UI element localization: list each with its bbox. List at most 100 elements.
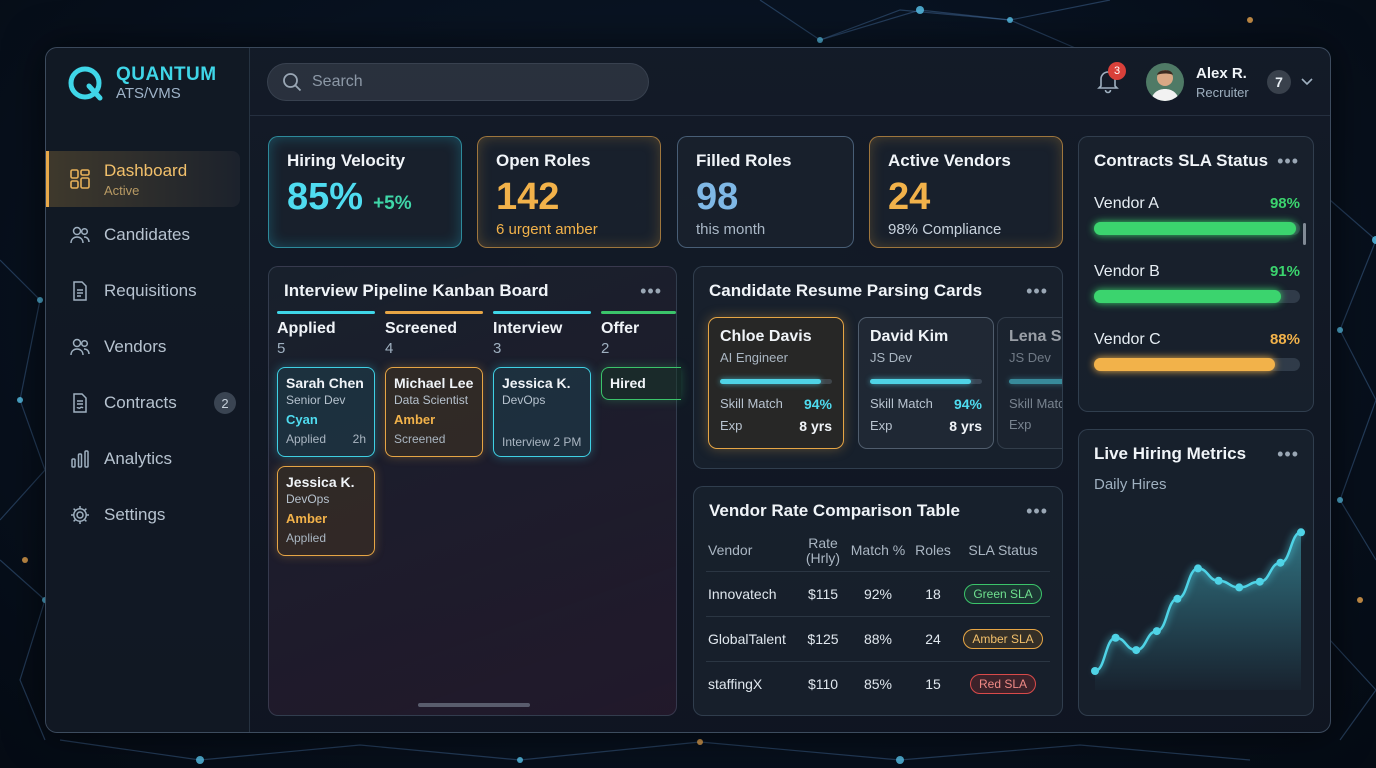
more-options-icon[interactable]: ••• bbox=[1026, 501, 1048, 521]
match-cell: 85% bbox=[846, 660, 910, 706]
more-options-icon[interactable]: ••• bbox=[640, 281, 662, 301]
roles-cell: 18 bbox=[910, 570, 956, 616]
kpi-value: 24 bbox=[888, 176, 931, 218]
data-point[interactable] bbox=[1091, 667, 1099, 675]
sla-value: 88% bbox=[1269, 331, 1300, 348]
skill-progress-fill bbox=[720, 379, 821, 384]
data-point[interactable] bbox=[1255, 577, 1264, 586]
table-header-row: Vendor Rate (Hrly) Match % Roles SLA Sta… bbox=[706, 531, 1050, 571]
resume-card[interactable]: David Kim JS Dev Skill Match 94% Exp 8 yrs bbox=[858, 317, 994, 449]
table-row[interactable]: Innovatech $115 92% 18 Green SLA bbox=[706, 570, 1050, 616]
sidebar-item-contracts[interactable]: Contracts 2 bbox=[46, 375, 250, 431]
candidate-role: JS Dev bbox=[1009, 350, 1051, 365]
more-options-icon[interactable]: ••• bbox=[1026, 281, 1048, 301]
candidate-name: Jessica K. bbox=[286, 474, 355, 490]
resume-card[interactable]: Lena S JS Dev Skill Match Exp bbox=[997, 317, 1062, 449]
roles-cell: 15 bbox=[910, 660, 956, 706]
more-options-icon[interactable]: ••• bbox=[1277, 444, 1299, 464]
data-point[interactable] bbox=[1194, 564, 1202, 573]
kanban-card[interactable]: Michael Lee Data Scientist Amber Screene… bbox=[385, 367, 483, 457]
exp-value: 8 yrs bbox=[949, 418, 982, 434]
column-name: Applied bbox=[277, 320, 336, 337]
resume-card[interactable]: Chloe Davis AI Engineer Skill Match 94% E… bbox=[708, 317, 844, 449]
more-options-icon[interactable]: ••• bbox=[1277, 151, 1299, 171]
kanban-board: Interview Pipeline Kanban Board ••• Appl… bbox=[268, 266, 681, 716]
chevron-down-icon[interactable] bbox=[1300, 74, 1314, 88]
horizontal-scrollbar[interactable] bbox=[418, 703, 530, 707]
vendor-cell: GlobalTalent bbox=[706, 615, 800, 661]
vendor-rate-table-panel: Vendor Rate Comparison Table ••• Vendor … bbox=[693, 486, 1063, 716]
sidebar-item-dashboard[interactable]: Dashboard Active bbox=[46, 151, 240, 207]
exp-label: Exp bbox=[870, 418, 893, 433]
section-title: Contracts SLA Status bbox=[1094, 151, 1269, 170]
section-title: Interview Pipeline Kanban Board bbox=[284, 281, 549, 300]
kpi-value: 98 bbox=[696, 176, 739, 218]
data-point[interactable] bbox=[1297, 528, 1305, 537]
user-avatar-image bbox=[1146, 63, 1184, 101]
column-name: Offer bbox=[601, 320, 640, 337]
kpi-value: 85% bbox=[287, 176, 364, 218]
skill-match-value: 94% bbox=[953, 396, 982, 412]
skill-progress-fill bbox=[870, 379, 971, 384]
match-cell: 92% bbox=[846, 570, 910, 616]
data-point[interactable] bbox=[1111, 633, 1120, 642]
data-point[interactable] bbox=[1276, 558, 1285, 567]
avatar[interactable] bbox=[1146, 63, 1184, 101]
data-point[interactable] bbox=[1132, 646, 1141, 655]
kanban-card[interactable]: Hired bbox=[601, 367, 681, 400]
rate-cell: $125 bbox=[800, 615, 846, 661]
rate-cell: $110 bbox=[800, 660, 846, 706]
sidebar-item-settings[interactable]: Settings bbox=[46, 487, 250, 543]
sidebar-item-requisitions[interactable]: Requisitions bbox=[46, 263, 250, 319]
data-point[interactable] bbox=[1173, 594, 1182, 603]
kanban-card[interactable]: Jessica K. DevOps Amber Applied bbox=[277, 466, 375, 556]
sidebar-item-label: Analytics bbox=[104, 449, 173, 468]
data-point[interactable] bbox=[1235, 583, 1244, 592]
quantum-logo-icon bbox=[68, 66, 103, 101]
sidebar-item-candidates[interactable]: Candidates bbox=[46, 207, 250, 263]
gear-icon bbox=[68, 503, 92, 527]
brand-name: QUANTUM bbox=[116, 64, 217, 85]
search-box[interactable] bbox=[267, 63, 649, 101]
candidate-role: AI Engineer bbox=[720, 350, 788, 365]
sidebar-item-vendors[interactable]: Vendors bbox=[46, 319, 250, 375]
sla-progress-bar bbox=[1094, 358, 1300, 371]
kpi-hiring-velocity: Hiring Velocity 85% +5% bbox=[268, 136, 462, 248]
kpi-open-roles: Open Roles 142 6 urgent amber bbox=[477, 136, 661, 248]
contract-icon bbox=[68, 391, 92, 415]
rate-cell: $115 bbox=[800, 570, 846, 616]
column-count: 3 bbox=[493, 340, 502, 357]
sidebar-item-analytics[interactable]: Analytics bbox=[46, 431, 250, 487]
sidebar-item-label: Dashboard bbox=[104, 160, 188, 180]
user-role: Recruiter bbox=[1196, 85, 1249, 100]
candidate-role: DevOps bbox=[286, 492, 330, 506]
skill-match-label: Skill Match bbox=[720, 396, 783, 411]
users-icon bbox=[68, 335, 92, 359]
table-row[interactable]: staffingX $110 85% 15 Red SLA bbox=[706, 660, 1050, 706]
users-icon bbox=[68, 223, 92, 247]
bar-chart-icon bbox=[68, 447, 92, 471]
candidate-role: JS Dev bbox=[870, 350, 912, 365]
skill-progress-bar bbox=[720, 379, 832, 384]
vertical-scrollbar[interactable] bbox=[1303, 223, 1306, 245]
candidate-time: 2h bbox=[352, 432, 366, 446]
search-input[interactable] bbox=[312, 73, 612, 91]
data-point[interactable] bbox=[1214, 576, 1223, 585]
data-point[interactable] bbox=[1152, 627, 1161, 636]
sla-value: 98% bbox=[1269, 195, 1300, 212]
column-name: Interview bbox=[493, 320, 563, 337]
skill-match-label: Skill Match bbox=[870, 396, 933, 411]
sla-status-badge: Green SLA bbox=[964, 583, 1042, 604]
table-row[interactable]: GlobalTalent $125 88% 24 Amber SLA bbox=[706, 615, 1050, 661]
kanban-card[interactable]: Sarah Chen Senior Dev Cyan Applied 2h bbox=[277, 367, 375, 457]
section-title: Vendor Rate Comparison Table bbox=[709, 501, 960, 520]
candidate-status: Interview 2 PM bbox=[502, 435, 582, 449]
kpi-filled-roles: Filled Roles 98 this month bbox=[677, 136, 854, 248]
kanban-card[interactable]: Jessica K. DevOps Interview 2 PM bbox=[493, 367, 591, 457]
exp-label: Exp bbox=[720, 418, 743, 433]
roles-cell: 24 bbox=[910, 615, 956, 661]
candidate-name: Michael Lee bbox=[394, 375, 474, 391]
candidate-status: Applied bbox=[286, 432, 327, 446]
document-icon bbox=[68, 279, 92, 303]
